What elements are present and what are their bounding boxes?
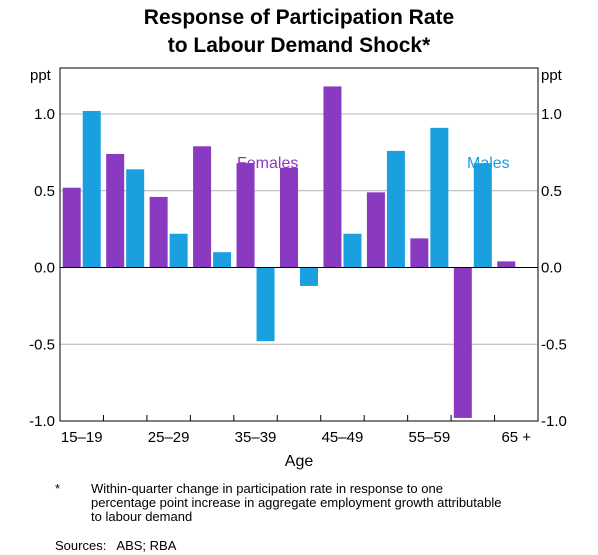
bar-females-1519 [62,187,81,268]
bar-males-2529 [169,233,188,268]
y-tick-label-left: 1.0 [34,106,55,123]
y-axis-unit-right: ppt [541,67,563,84]
bar-females-2024 [106,153,125,268]
y-tick-label-left: -0.5 [29,336,55,353]
y-tick-label-right: 0.5 [541,183,562,200]
bar-females-5054 [366,192,385,268]
y-tick-label-right: -1.0 [541,413,567,430]
y-tick-label-right: 1.0 [541,106,562,123]
bar-females-3539 [236,163,255,268]
bar-males-5559 [430,127,449,268]
bar-females-4549 [323,86,342,268]
series-label-females: Females [237,155,298,172]
chart-title: Response of Participation Rate to Labour… [0,4,598,60]
bar-males-4044 [300,267,318,286]
y-axis-unit-left: ppt [30,67,52,84]
tick-labels: 1.0 1.0 0.5 0.5 0.0 0.0 -0.5 -0.5 -1.0 -1.0 ppt ppt… [29,67,567,446]
bar-males-2024 [126,169,145,268]
x-axis-label: Age [284,453,314,470]
footnote-marker: * [55,481,61,496]
plot-border [59,67,539,422]
bar-females-3034 [193,146,212,268]
bar-males-4549 [343,233,362,268]
bar-females-2529 [149,196,168,268]
sources: Sources: ABS; RBA [55,538,177,553]
y-tick-label-right: 0.0 [541,260,562,277]
x-tick-label: 65 + [501,429,531,446]
x-tick-label: 45–49 [322,429,364,446]
bar-males-3034 [213,252,232,268]
series-label-males: Males [467,155,510,172]
bar-males-5054 [386,150,405,268]
footnote-text: Within-quarter change in participation r… [91,481,502,524]
axes [59,67,539,422]
bar-males-6064 [473,163,492,268]
x-tick-label: 55–59 [409,429,451,446]
bar-females-6064 [453,267,472,418]
bar-males-1519 [82,110,101,268]
y-tick-label-left: 0.0 [34,260,55,277]
bar-females-5559 [410,238,429,268]
chart-title-line-1: Response of Participation Rate [143,6,455,29]
y-tick-label-left: -1.0 [29,413,55,430]
x-tick-label: 15–19 [61,429,103,446]
y-tick-label-right: -0.5 [541,336,567,353]
chart-title-line-2: to Labour Demand Shock* [167,34,431,57]
bar-females-65 [497,261,516,268]
x-tick-label: 25–29 [148,429,190,446]
y-tick-label-left: 0.5 [34,183,55,200]
bar-males-3539 [256,267,275,342]
bars [62,86,516,418]
bar-females-4044 [280,167,298,268]
x-tick-label: 35–39 [235,429,277,446]
